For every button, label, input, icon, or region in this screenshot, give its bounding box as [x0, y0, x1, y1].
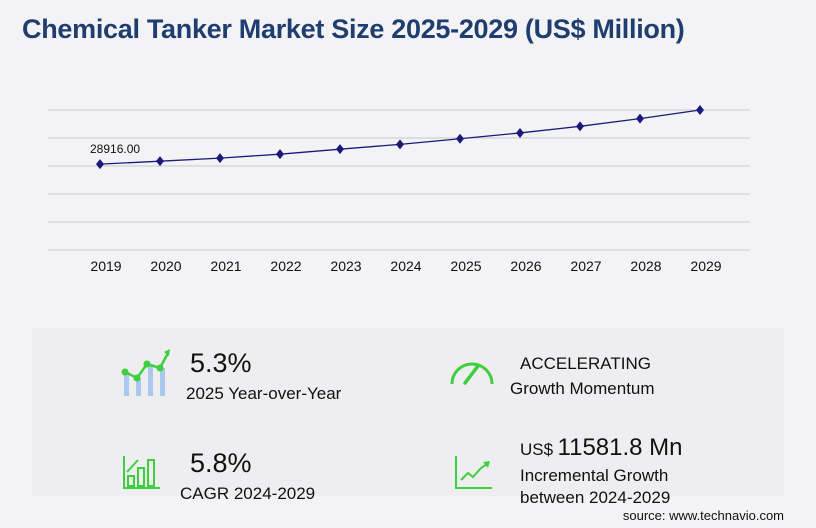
currency-prefix: US$ — [520, 440, 554, 459]
data-point — [156, 156, 164, 167]
cagr-value: 5.8% — [190, 448, 252, 478]
data-point — [96, 159, 104, 170]
incremental-value: US$ 11581.8 Mn — [520, 434, 683, 462]
yoy-chart-icon — [121, 349, 170, 396]
stats-panel — [32, 328, 784, 496]
momentum-value: ACCELERATING — [520, 354, 651, 373]
incremental-label-2: between 2024-2029 — [520, 488, 671, 507]
line-chart: 2019 28916.00 2020 2021 2022 2023 2024 2025 2026… — [48, 105, 750, 274]
data-point — [456, 133, 464, 144]
series-line — [99, 109, 701, 165]
data-point — [516, 127, 524, 138]
incremental-amount: 11581.8 Mn — [557, 434, 683, 461]
x-tick-label: 2020 — [150, 258, 181, 274]
x-tick-label: 2022 — [270, 258, 301, 274]
x-tick-label: 2029 — [690, 258, 721, 274]
x-tick-label: 2026 — [510, 258, 541, 274]
incremental-growth-icon — [455, 456, 492, 489]
data-point — [276, 149, 284, 160]
data-label: 28916.00 — [90, 142, 140, 156]
x-tick-label: 2023 — [330, 258, 361, 274]
data-point — [696, 105, 704, 115]
x-tick-label: 2019 — [90, 258, 121, 274]
x-tick-label: 2025 — [450, 258, 481, 274]
data-point — [396, 139, 404, 150]
x-tick-label: 2027 — [570, 258, 601, 274]
x-tick-label: 2024 — [390, 258, 421, 274]
yoy-value: 5.3% — [190, 348, 252, 378]
data-point — [576, 121, 584, 132]
page-title: Chemical Tanker Market Size 2025-2029 (U… — [22, 14, 685, 44]
speedometer-icon — [450, 362, 494, 385]
incremental-label-1: Incremental Growth — [520, 466, 669, 485]
momentum-label: Growth Momentum — [510, 379, 655, 398]
source-text: source: www.technavio.com — [622, 508, 784, 523]
cagr-label: CAGR 2024-2029 — [180, 484, 316, 503]
x-tick-label: 2021 — [210, 258, 241, 274]
x-tick-label: 2028 — [630, 258, 661, 274]
cagr-bar-icon — [123, 456, 160, 489]
data-point — [216, 153, 224, 164]
data-point — [636, 113, 644, 124]
data-point — [336, 144, 344, 155]
yoy-label: 2025 Year-over-Year — [186, 384, 342, 403]
